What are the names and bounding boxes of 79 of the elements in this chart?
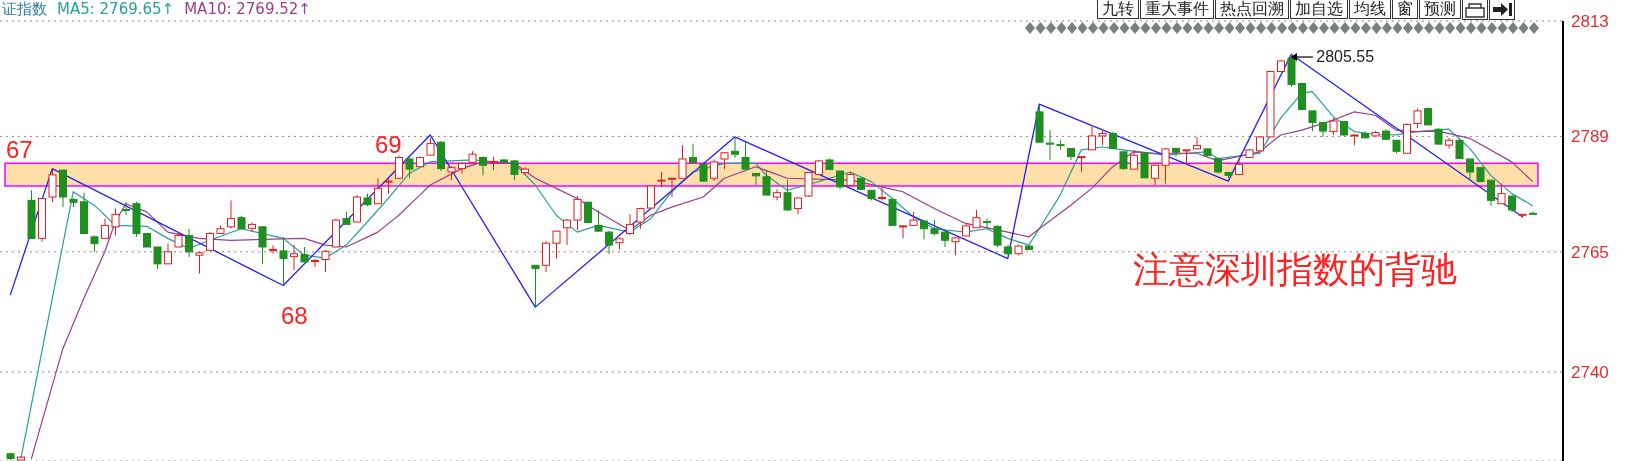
- candlestick: [1487, 179, 1495, 207]
- candlestick: [227, 199, 235, 230]
- candlestick: [1130, 149, 1138, 170]
- text: 九转: [1097, 0, 1139, 19]
- candlestick: [1529, 210, 1537, 215]
- candlestick: [206, 231, 214, 251]
- candlestick: [983, 218, 991, 230]
- candlestick: [1077, 156, 1086, 173]
- candlestick: [741, 141, 750, 170]
- candlestick: [731, 136, 739, 159]
- candlestick: [1193, 136, 1201, 150]
- candlestick: [1172, 146, 1180, 158]
- y-tick-label: 2740: [1571, 363, 1609, 383]
- text: MA10: 2769.52↑: [184, 0, 311, 18]
- candlestick: [1151, 164, 1159, 186]
- candlestick: [752, 172, 760, 186]
- candlestick: [185, 228, 193, 258]
- candlestick: [1161, 147, 1170, 185]
- candlestick: [1308, 110, 1317, 132]
- candlestick: [374, 177, 382, 205]
- candlestick: [122, 201, 130, 216]
- candlestick: [993, 224, 1002, 248]
- candlestick: [1413, 108, 1422, 129]
- candlestick: [626, 213, 634, 236]
- candlestick: [678, 144, 687, 179]
- y-tick-label: 2765: [1571, 242, 1609, 262]
- annotation: 2805.55: [1316, 46, 1375, 67]
- candlestick: [762, 170, 771, 196]
- candlestick: [458, 161, 466, 174]
- candlestick: [836, 170, 844, 190]
- candlestick: [573, 195, 582, 231]
- candlestick: [48, 168, 57, 203]
- candlestick: [668, 177, 676, 198]
- annotation: 注意深圳指数的背驰: [1133, 249, 1457, 290]
- candlestick: [710, 158, 718, 182]
- candlestick: [269, 244, 277, 255]
- candlestick: [878, 186, 886, 201]
- annotation: 68: [281, 302, 308, 329]
- text: 预测: [1419, 0, 1461, 19]
- y-tick-label: 2789: [1571, 127, 1609, 147]
- text: 加自选: [1290, 0, 1348, 19]
- candlestick: [111, 208, 120, 236]
- candlestick: [699, 161, 708, 183]
- candlestick: [1497, 183, 1506, 205]
- candlestick: [920, 219, 928, 240]
- annotation: 69: [375, 131, 402, 158]
- candlestick: [563, 218, 571, 246]
- candlestick: [1119, 151, 1128, 171]
- candlestick: [279, 236, 288, 286]
- y-tick-label: 2813: [1571, 12, 1609, 32]
- candlestick: [101, 218, 109, 239]
- candlestick: [773, 188, 781, 201]
- candlestick: [1088, 126, 1096, 151]
- candlestick: [153, 246, 162, 270]
- candlestick: [552, 230, 561, 260]
- candlestick: [1466, 158, 1474, 181]
- candlestick: [258, 226, 267, 265]
- candlestick: [1046, 129, 1054, 161]
- candlestick: [164, 243, 172, 265]
- candlestick: [899, 224, 907, 239]
- candlestick: [1455, 137, 1464, 160]
- text: MA5: 2769.65↑: [57, 0, 175, 18]
- candlestick: [311, 258, 319, 268]
- annotation: 67: [6, 136, 33, 163]
- text: 热点回溯: [1215, 0, 1289, 19]
- text: 均线: [1349, 0, 1391, 19]
- candlestick: [783, 179, 792, 212]
- chart-title: 证指数: [2, 0, 47, 18]
- candlestick: [395, 155, 403, 179]
- text: 窗: [1392, 0, 1418, 19]
- candlestick: [542, 240, 550, 273]
- text: 重大事件: [1140, 0, 1214, 19]
- candlestick: [248, 221, 256, 233]
- candlestick: [290, 244, 298, 271]
- candlestick: [594, 209, 603, 233]
- candlestick: [605, 230, 613, 255]
- candlestick: [531, 264, 540, 308]
- candlestick: [321, 249, 330, 273]
- candlestick: [689, 143, 697, 163]
